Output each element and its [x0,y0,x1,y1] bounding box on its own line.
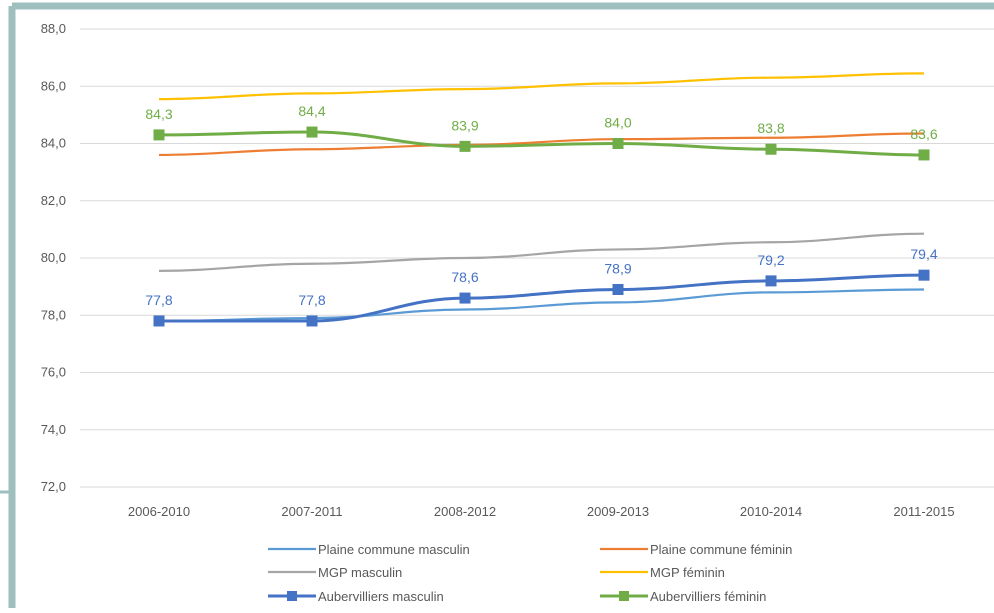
series-line [158,132,925,157]
data-label: 84,0 [604,115,631,131]
grid-lines [80,28,994,488]
series-plaine-commune-masculin [158,288,925,323]
data-label: 78,6 [451,269,478,285]
data-point [459,140,471,152]
data-label: 83,8 [757,120,784,136]
data-point [306,315,318,327]
series-line [158,232,925,272]
data-point [918,149,930,161]
legend-label: MGP masculin [318,565,402,580]
data-point [153,129,165,141]
data-label: 83,6 [910,126,937,142]
legend-entry: Plaine commune féminin [600,542,792,557]
series-line [158,130,925,157]
data-point [306,126,318,138]
series-line [159,273,925,323]
series-aubervilliers-masculin [153,269,930,327]
data-label: 77,8 [298,292,325,308]
data-label: 78,9 [604,260,631,276]
legend-label: Aubervilliers féminin [650,589,766,604]
data-labels: 77,8 77,8 78,6 78,9 79,2 79,4 84,3 84,4 83,9 84,0… [145,103,937,308]
x-tick-label: 2009-2013 [587,504,649,519]
y-tick-label: 72,0 [41,479,66,494]
data-label: 84,3 [145,106,172,122]
data-point [612,138,624,149]
legend-marker [619,591,629,601]
series-mgp-masculin [158,232,925,272]
x-tick-label: 2008-2012 [434,504,496,519]
x-tick-label: 2006-2010 [128,504,190,519]
y-tick-label: 84,0 [41,136,66,151]
series-line [158,288,925,323]
legend-label: Plaine commune masculin [318,542,470,557]
y-tick-label: 86,0 [41,78,66,93]
legend-label: MGP féminin [650,565,725,580]
data-point [612,283,624,295]
series-group [153,72,930,327]
y-tick-label: 82,0 [41,193,66,208]
legend-entry: Aubervilliers féminin [600,589,766,604]
y-tick-label: 80,0 [41,250,66,265]
data-point [153,315,165,327]
data-point [459,292,471,304]
x-tick-label: 2011-2015 [893,504,954,519]
legend-entry: MGP féminin [600,565,725,580]
y-tick-label: 76,0 [41,365,66,380]
data-point [765,143,777,155]
series-aubervilliers-f-minin [153,126,930,161]
data-point [918,269,930,281]
series-plaine-commune-f-minin [158,132,925,157]
data-point [765,275,777,287]
y-tick-label: 78,0 [41,307,66,322]
x-axis-ticks: 2006-2010 2007-2011 2008-2012 2009-2013 2010… [128,504,955,519]
legend-entry: Plaine commune masculin [268,542,470,557]
data-label: 77,8 [145,292,172,308]
x-tick-label: 2007-2011 [281,504,342,519]
y-tick-label: 74,0 [41,422,66,437]
y-tick-label: 88,0 [41,21,66,36]
y-axis-ticks: 72,0 74,0 76,0 78,0 80,0 82,0 84,0 86,0 88,0 [41,21,66,494]
legend-label: Plaine commune féminin [650,542,792,557]
x-tick-label: 2010-2014 [740,504,802,519]
series-line [158,72,925,101]
legend-marker [287,591,297,601]
legend: Plaine commune masculin Plaine commune fé… [268,542,792,604]
legend-entry: MGP masculin [268,565,402,580]
data-label: 84,4 [298,103,325,119]
data-label: 83,9 [451,117,478,133]
legend-entry: Aubervilliers masculin [268,589,444,604]
series-mgp-f-minin [158,72,925,101]
data-label: 79,4 [910,246,937,262]
data-label: 79,2 [757,252,784,268]
legend-label: Aubervilliers masculin [318,589,444,604]
